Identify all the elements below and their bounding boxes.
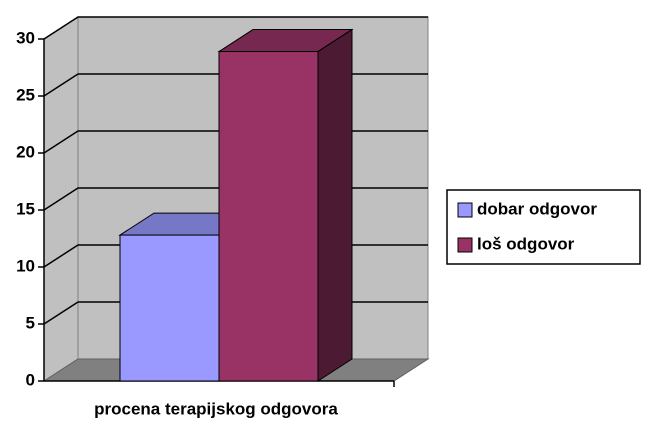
- bar: [218, 51, 319, 382]
- y-tick-label: 15: [16, 199, 35, 218]
- x-tick-label: procena terapijskog odgovora: [94, 399, 338, 418]
- y-tick-label: 30: [16, 28, 35, 47]
- y-tick-label: 5: [26, 313, 35, 332]
- bar: [119, 234, 220, 382]
- bar-side: [317, 28, 353, 382]
- y-tick-label: 10: [16, 256, 35, 275]
- y-tick-label: 0: [26, 370, 35, 389]
- legend-label: loš odgovor: [477, 234, 575, 253]
- legend-swatch: [457, 237, 473, 253]
- legend-swatch: [457, 202, 473, 218]
- y-tick-label: 25: [16, 85, 35, 104]
- grid-line: [43, 16, 428, 40]
- legend-box: [446, 189, 641, 265]
- y-tick-label: 20: [16, 142, 35, 161]
- legend-label: dobar odgovor: [477, 199, 597, 218]
